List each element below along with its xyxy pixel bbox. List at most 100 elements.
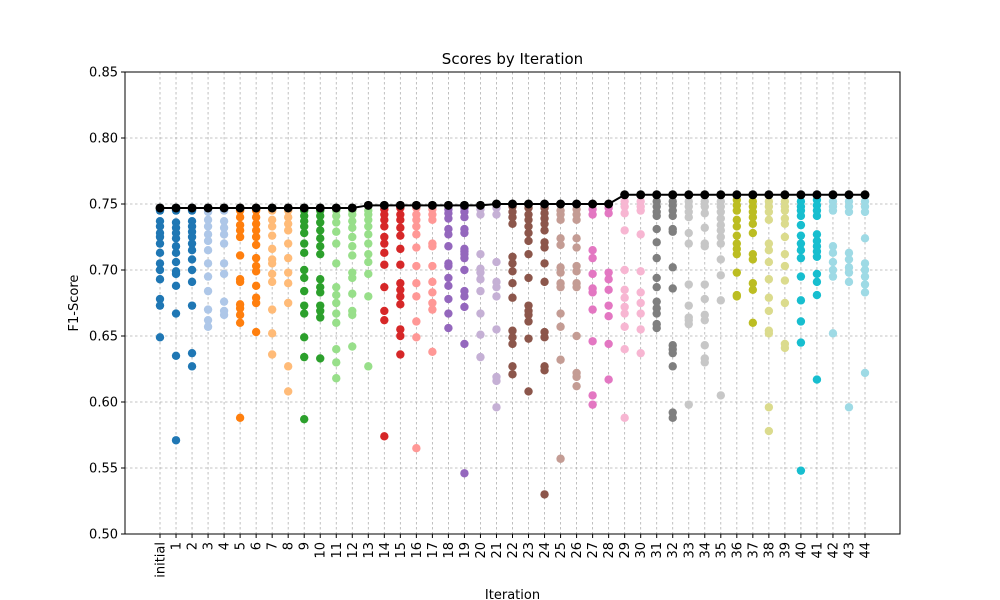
best-score-point	[331, 203, 341, 213]
score-point	[203, 215, 213, 225]
score-point	[508, 219, 517, 228]
score-point	[332, 374, 341, 383]
score-point	[348, 210, 357, 219]
score-point	[748, 318, 758, 327]
score-point	[476, 286, 485, 296]
score-point	[764, 207, 774, 217]
best-score-point	[251, 203, 261, 213]
score-point	[396, 279, 405, 288]
score-point	[251, 253, 261, 263]
score-point	[412, 215, 421, 225]
score-point	[556, 322, 565, 331]
score-point	[380, 306, 389, 316]
best-score-point	[475, 200, 485, 210]
score-point	[267, 244, 277, 254]
score-point	[412, 444, 421, 453]
score-point	[540, 333, 549, 342]
score-point	[524, 334, 533, 343]
x-tick-label: 4	[218, 542, 233, 550]
score-point	[444, 261, 453, 271]
score-point	[187, 301, 197, 310]
score-point	[251, 281, 261, 291]
best-score-point	[796, 190, 806, 200]
score-point	[828, 242, 838, 251]
score-point	[780, 298, 790, 308]
best-score-point	[395, 200, 405, 210]
score-point	[604, 268, 613, 277]
score-point	[155, 232, 165, 242]
x-tick-label: 8	[282, 542, 297, 550]
score-point	[572, 267, 581, 276]
best-score-point	[780, 190, 790, 200]
score-point	[332, 239, 341, 248]
score-point	[235, 310, 245, 320]
score-point	[219, 239, 229, 248]
x-tick-label: 24	[538, 542, 553, 559]
score-point	[732, 206, 742, 215]
score-point	[187, 277, 197, 287]
score-point	[636, 348, 645, 358]
best-score-point	[860, 190, 870, 200]
score-point	[588, 288, 597, 297]
score-point	[764, 403, 774, 412]
x-tick-label: 31	[650, 542, 665, 559]
score-point	[171, 242, 181, 251]
score-point	[716, 214, 725, 223]
score-point	[540, 490, 549, 499]
score-point	[668, 348, 677, 358]
x-tick-label: 10	[314, 542, 329, 559]
score-point	[219, 216, 229, 226]
score-point	[508, 362, 517, 371]
score-point	[828, 329, 838, 338]
best-score-point	[812, 190, 822, 200]
score-point	[235, 318, 245, 327]
score-point	[364, 362, 373, 371]
score-point	[219, 269, 229, 279]
best-score-point	[283, 203, 293, 213]
score-point	[588, 400, 597, 409]
score-point	[316, 306, 325, 316]
score-point	[283, 362, 293, 371]
score-point	[396, 300, 405, 309]
best-score-point	[363, 200, 373, 210]
score-point	[300, 248, 309, 258]
score-point	[476, 330, 485, 339]
score-point	[219, 297, 229, 306]
x-tick-label: 35	[714, 542, 729, 559]
score-point	[844, 277, 854, 287]
score-point	[572, 372, 581, 382]
best-score-point	[572, 199, 582, 209]
score-point	[332, 218, 341, 227]
score-point	[764, 306, 774, 316]
score-point	[380, 432, 389, 441]
x-tick-label: 12	[346, 542, 361, 559]
score-point	[700, 315, 709, 325]
score-point	[380, 215, 389, 225]
score-point	[267, 222, 277, 231]
x-tick-label: 5	[234, 542, 249, 550]
score-point	[748, 279, 758, 288]
score-point	[492, 325, 501, 334]
score-point	[444, 214, 453, 223]
score-point	[700, 294, 709, 304]
score-point	[732, 222, 742, 231]
score-point	[812, 211, 822, 221]
score-point	[604, 275, 613, 284]
score-point	[524, 310, 533, 320]
score-point	[203, 305, 213, 314]
score-point	[283, 213, 293, 222]
best-score-point	[459, 200, 469, 210]
score-point	[412, 261, 421, 271]
best-score-point	[604, 199, 614, 209]
score-point	[444, 273, 453, 283]
score-point	[428, 347, 437, 357]
score-point	[267, 259, 277, 268]
score-point	[187, 255, 197, 264]
x-tick-label: 9	[298, 542, 313, 550]
score-point	[828, 206, 838, 215]
score-point	[460, 292, 469, 301]
best-score-point	[315, 203, 325, 213]
score-point	[235, 277, 245, 287]
score-point	[316, 242, 325, 251]
score-point	[364, 230, 373, 239]
